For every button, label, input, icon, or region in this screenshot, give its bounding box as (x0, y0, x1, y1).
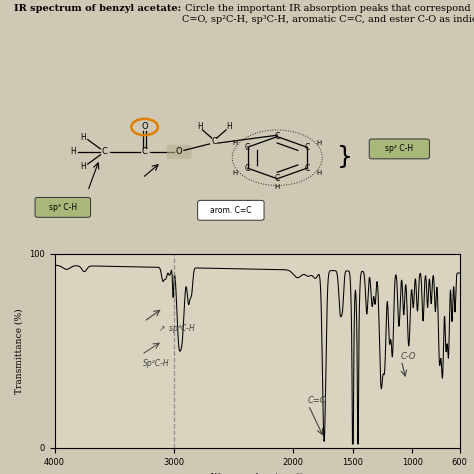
Text: C: C (245, 143, 250, 152)
Text: H: H (317, 140, 322, 146)
Text: sp³ C-H: sp³ C-H (49, 203, 77, 212)
Text: IR spectrum of benzyl acetate:: IR spectrum of benzyl acetate: (14, 4, 182, 13)
Text: H: H (233, 140, 238, 146)
Text: H: H (227, 122, 232, 131)
Text: H: H (71, 147, 76, 156)
Text: C: C (274, 132, 280, 141)
Text: C: C (245, 164, 250, 173)
FancyBboxPatch shape (198, 201, 264, 220)
Text: C: C (142, 147, 147, 156)
FancyBboxPatch shape (369, 139, 429, 159)
Text: sp² C-H: sp² C-H (385, 145, 413, 154)
Text: C: C (101, 147, 107, 156)
X-axis label: Wavenumber (cm⁻¹): Wavenumber (cm⁻¹) (211, 472, 303, 474)
Text: H: H (197, 122, 203, 131)
Text: H: H (317, 170, 322, 175)
Text: H: H (80, 133, 86, 142)
Text: H: H (274, 184, 280, 191)
Text: $\nearrow$ sp³C-H: $\nearrow$ sp³C-H (157, 322, 196, 335)
Text: H: H (80, 162, 86, 171)
Y-axis label: Transmittance (%): Transmittance (%) (15, 308, 24, 393)
FancyBboxPatch shape (35, 198, 91, 217)
Text: arom. C=C: arom. C=C (210, 206, 252, 215)
Text: C: C (304, 143, 310, 152)
Text: O: O (141, 122, 148, 131)
Text: C: C (211, 137, 217, 146)
Text: C-O: C-O (401, 352, 416, 361)
Text: }: } (337, 145, 353, 169)
Text: O: O (176, 147, 182, 156)
Text: Sp²C-H: Sp²C-H (143, 359, 169, 368)
Text: C=O: C=O (307, 396, 327, 405)
Text: Circle the important IR absorption peaks that correspond to
C=O, sp²C-H, sp³C-H,: Circle the important IR absorption peaks… (182, 4, 474, 24)
Text: H: H (233, 170, 238, 175)
Text: C: C (274, 174, 280, 183)
Text: C: C (304, 164, 310, 173)
FancyBboxPatch shape (167, 145, 191, 159)
